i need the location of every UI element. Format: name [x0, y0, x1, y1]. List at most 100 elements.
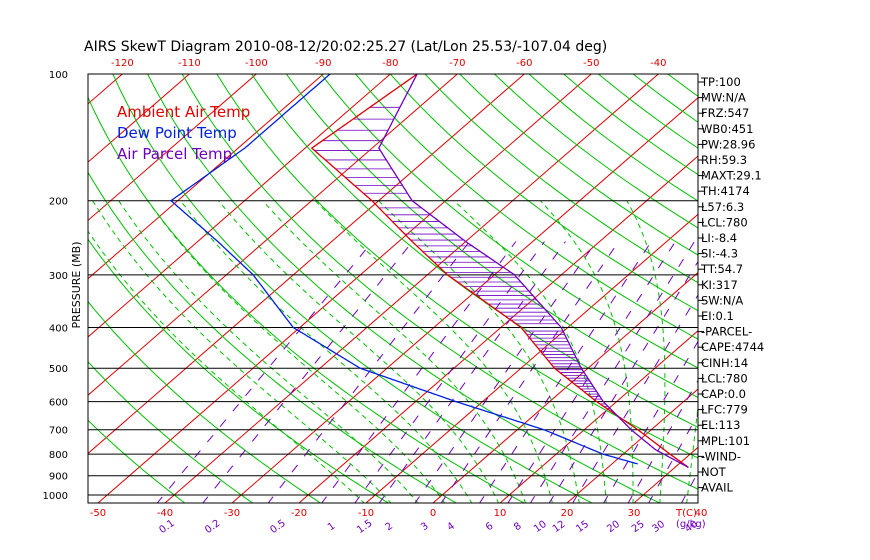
top-temp-tick-label: -60: [516, 58, 532, 69]
bottom-temp-tick-label: -10: [358, 508, 374, 519]
moist-adiabat-line: [262, 200, 527, 503]
legend-item-dewpoint: Dew Point Temp: [117, 124, 237, 142]
index-item: MAXT:29.1: [701, 169, 762, 183]
dry-adiabat-line: [251, 74, 698, 428]
dry-adiabat-line: [737, 74, 870, 504]
index-item: FRZ:547: [701, 106, 749, 120]
series-air-parcel-temp-line: [378, 74, 689, 468]
index-item: LI:-8.4: [701, 231, 737, 245]
y-axis-label: PRESSURE (MB): [70, 242, 83, 329]
dry-adiabat-line: [88, 238, 390, 503]
dry-adiabat-line: [355, 74, 698, 340]
isotherm-line: [88, 74, 124, 105]
index-item: TP:100: [700, 75, 741, 89]
isotherm-line: [88, 74, 191, 163]
mixing-ratio-tick-label: 12: [551, 519, 568, 535]
mixing-ratio-tick-label: 10: [532, 519, 549, 535]
index-item: MPL:101: [701, 434, 750, 448]
top-temp-tick-label: -110: [178, 58, 201, 69]
moist-adiabat-line: [147, 200, 446, 503]
index-item: TH:4174: [700, 184, 750, 198]
bottom-temp-tick-label: 40: [695, 508, 708, 519]
index-item: CINH:14: [701, 356, 748, 370]
dry-adiabat-line: [88, 171, 458, 503]
isotherm-line: [298, 155, 698, 503]
dry-adiabat-line: [320, 74, 698, 369]
top-temp-tick-label: -90: [315, 58, 331, 69]
bottom-temp-tick-label: 30: [628, 508, 641, 519]
mixing-ratio-tick-label: 1: [326, 521, 338, 534]
bottom-temp-tick-label: 10: [494, 508, 507, 519]
isotherm-line: [97, 74, 593, 503]
moist-adiabat-line: [315, 200, 553, 503]
mixing-ratio-line: [479, 241, 652, 503]
index-item: AVAIL: [701, 481, 734, 495]
mixing-ratio-line: [414, 241, 597, 503]
legend-item-ambient: Ambient Air Temp: [117, 103, 250, 121]
index-item: TT:54.7: [700, 262, 743, 276]
index-item: RH:59.3: [701, 153, 747, 167]
dry-adiabat-line: [88, 419, 186, 503]
dry-adiabat-line: [216, 74, 698, 459]
mixing-ratio-line: [267, 241, 470, 503]
mixing-ratio-line: [202, 241, 413, 503]
mixing-ratio-line: [378, 241, 566, 503]
mixing-ratio-line: [440, 241, 619, 503]
mixing-ratio-tick-label: 25: [630, 519, 647, 535]
mixing-ratio-tick-label: 20: [605, 519, 622, 535]
mixing-ratio-tick-label: 0.2: [203, 518, 222, 536]
moist-adiabat-line: [180, 200, 473, 503]
mixing-ratio-tick-label: 6: [484, 521, 496, 534]
legend-item-parcel: Air Parcel Temp: [117, 145, 232, 163]
index-item: KI:317: [701, 278, 738, 292]
mixing-ratio-tick-label: 0.1: [157, 518, 176, 536]
mixing-ratio-tick-label: 1.5: [355, 518, 374, 536]
isotherm-line: [164, 74, 660, 503]
isotherm-line: [88, 74, 258, 222]
top-temp-tick-label: -80: [382, 58, 398, 69]
dry-adiabat-line: [181, 74, 698, 490]
bottom-temp-tick-label: 20: [561, 508, 574, 519]
index-item: CAP:0.0: [701, 387, 746, 401]
index-item: NOT: [701, 465, 727, 479]
series-ambient-air-temp-line: [310, 74, 689, 468]
index-item: L57:6.3: [701, 200, 744, 214]
mixing-ratio-unit: (g/kg): [676, 519, 706, 530]
dry-adiabat-line: [528, 74, 698, 202]
bottom-temp-tick-label: -30: [224, 508, 240, 519]
mixing-ratio-line: [156, 241, 373, 503]
moist-adiabat-line: [453, 200, 607, 503]
chart-title: AIRS SkewT Diagram 2010-08-12/20:02:25.2…: [84, 39, 607, 55]
legend: Ambient Air Temp Dew Point Temp Air Parc…: [117, 103, 250, 163]
isotherm-line: [231, 97, 698, 503]
mixing-ratio-tick-label: 2: [384, 521, 396, 534]
bottom-temp-tick-label: -50: [90, 508, 106, 519]
index-item: LCL:780: [701, 371, 748, 385]
index-item: LFC:779: [701, 403, 748, 417]
moist-adiabat-line: [378, 200, 580, 503]
dry-adiabat-line: [424, 74, 698, 284]
isotherm-line: [88, 74, 392, 338]
moist-adiabat-line: [92, 200, 392, 503]
isotherm-line: [88, 74, 325, 280]
dry-adiabat-line: [88, 96, 526, 503]
mixing-ratio-line: [321, 241, 517, 503]
top-temp-tick-label: -40: [650, 58, 666, 69]
plot-frame: [87, 73, 699, 504]
index-item: -PARCEL-: [701, 325, 752, 339]
dry-adiabat-line: [389, 74, 698, 312]
pressure-tick-label: 100: [49, 70, 68, 81]
index-item: MW:N/A: [701, 91, 746, 105]
x-axis-label: T(C): [675, 508, 697, 519]
bottom-temp-tick-label: -40: [157, 508, 173, 519]
top-temp-tick-label: -120: [111, 58, 134, 69]
index-item: EI:0.1: [701, 309, 734, 323]
dry-adiabat-line: [88, 300, 322, 503]
pressure-tick-label: 1000: [43, 491, 68, 502]
series-dew-point-temp-line: [169, 74, 638, 465]
dry-adiabat-line: [494, 74, 698, 229]
index-item: CAPE:4744: [701, 340, 764, 354]
top-temp-tick-label: -50: [583, 58, 599, 69]
top-temp-tick-label: -100: [245, 58, 268, 69]
